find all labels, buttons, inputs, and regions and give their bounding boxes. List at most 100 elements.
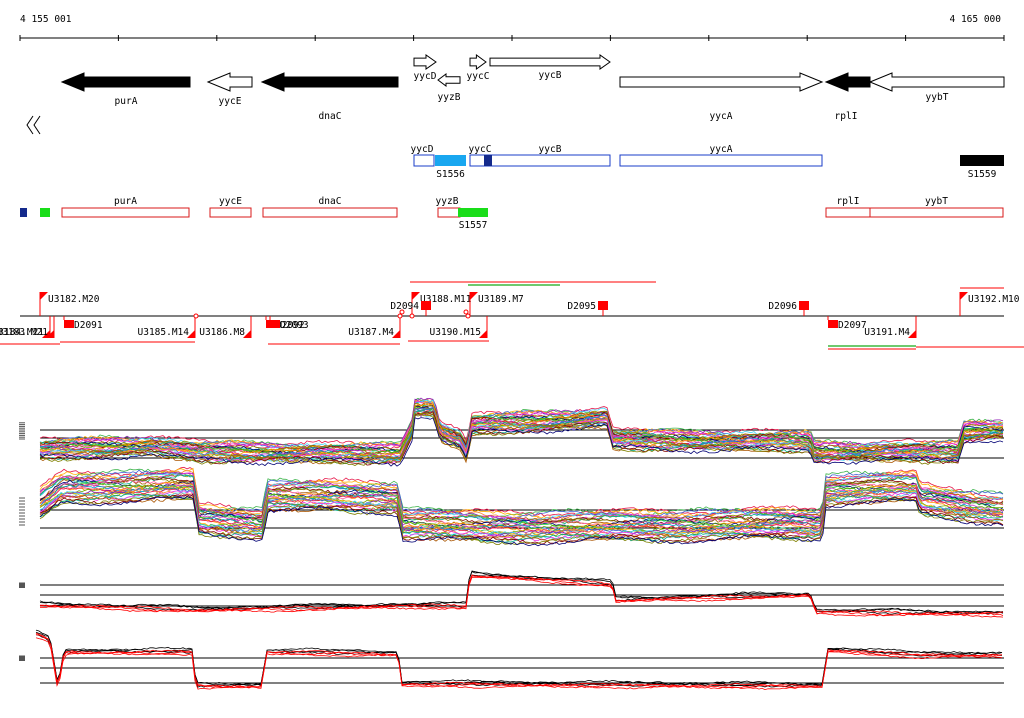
gene-arrow-yycD [413,54,437,70]
expression-trace [39,495,1004,546]
deletion-marker [598,301,608,310]
gene-arrow-yyzB [437,73,461,87]
transcript-box-yybT [869,207,1004,218]
transcript-label: yycB [539,144,562,155]
feature-label: S1559 [968,169,997,180]
marker-node [397,313,403,319]
deletion-marker [270,320,280,328]
deletion-marker [799,301,809,310]
transcript-box-rplI [825,207,871,218]
transcript-box-yyzB [437,207,461,218]
marker-flag-icon [40,292,48,300]
transcript-box-yycB [489,154,611,167]
transcript-label: yycD [411,144,434,155]
transcript-box-dnaC [262,207,398,218]
transcript-box-yycD [413,154,435,167]
marker-label: U3182.M20 [48,294,100,305]
expression-trace [39,495,1004,547]
gene-label: yycC [467,71,490,82]
transcript-label: yycE [219,196,242,207]
transcript-label: purA [114,196,137,207]
panel-4 [19,629,1004,691]
small-green-feature [40,208,50,217]
gene-label: yycE [219,96,242,107]
gene-label: yybT [926,92,949,103]
panel-1 [19,397,1004,467]
expression-trace [39,417,1004,467]
expression-trace [39,479,1004,528]
deletion-marker [64,320,74,328]
marker-label: D2094 [390,301,419,312]
feature-S1556 [435,155,466,166]
expression-trace [35,634,1003,688]
marker-flag-icon [243,330,251,338]
marker-node [463,309,469,315]
expression-trace [39,481,1004,529]
expression-trace [39,574,1003,616]
expression-trace [39,411,1004,466]
expression-trace [39,468,1004,519]
marker-flag-icon [412,292,420,300]
gene-label: rplI [835,111,858,122]
marker-label: U3186.M8 [199,327,245,338]
gene-label: yyzB [438,92,461,103]
marker-label: U3188.M11 [420,294,472,305]
marker-label: U3189.M7 [478,294,524,305]
axis-ticks [19,35,1005,41]
expression-trace [39,466,1004,517]
gene-arrow-yycA [619,72,824,92]
marker-label: D2091 [74,320,103,331]
expression-trace [40,576,1004,617]
transcript-box-purA [61,207,190,218]
marker-flag-icon [187,330,195,338]
transcript-label: yyzB [436,196,459,207]
small-blue-feature [20,208,27,217]
transcript-label: dnaC [319,196,342,207]
transcript-box-yycE [209,207,252,218]
feature-label: S1557 [459,220,488,231]
marker-label: D2093 [280,320,309,331]
deletion-marker [421,301,431,310]
expression-trace [39,492,1004,543]
double-chevron-icon [26,115,41,135]
marker-label: U3192.M10 [968,294,1020,305]
marker-label: D2096 [768,301,797,312]
axis-end-label: 4 165 000 [950,14,1002,25]
feature-S1559 [960,155,1004,166]
gene-arrow-yycB [489,54,611,70]
expression-trace [39,407,1004,457]
expression-trace [35,634,1003,689]
expression-trace [39,467,1004,519]
marker-label: U3185.M14 [138,327,190,338]
expression-trace [39,493,1004,543]
transcript-label: yycC [469,144,492,155]
marker-label: D2092 [276,320,305,331]
marker-node [193,313,199,319]
feature-label: S1556 [436,169,465,180]
gene-arrow-yybT [868,72,1005,92]
marker-flag-icon [960,292,968,300]
marker-node [409,313,415,319]
marker-label: D2097 [838,320,867,331]
transcript-box-yycA [619,154,823,167]
expression-trace [39,476,1004,525]
marker-node [399,309,405,315]
marker-label: U3191.M4 [864,327,910,338]
gene-label: yycD [414,71,437,82]
transcript-label: yycA [710,144,733,155]
marker-label: U3190.M15 [430,327,481,338]
transcript-track-forward: yycD yycC yycB yycA S1556 S1559 [411,144,1004,180]
gene-arrow-yycC [469,54,487,70]
panel-2 [19,466,1004,547]
gene-arrow-rplI [824,72,871,92]
marker-flag-icon [479,330,487,338]
expression-trace [39,570,1004,614]
marker-track: U3182.M20 U3188.M11 U3189.M7 U3192.M10 D2094… [0,281,1024,350]
marker-flag-icon [46,330,54,338]
marker-label: U3184.M21 [0,327,44,338]
gene-arrow-yycE [206,72,253,92]
marker-label: U3183.M21 [0,327,48,338]
